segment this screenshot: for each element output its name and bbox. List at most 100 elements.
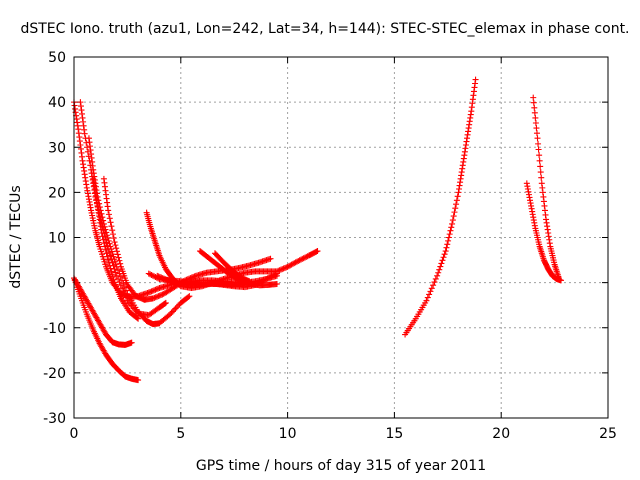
data-point — [152, 294, 159, 301]
data-point — [104, 253, 111, 260]
series-arc3 — [85, 135, 193, 328]
data-point — [120, 280, 127, 287]
data-point — [153, 286, 160, 293]
data-point — [168, 309, 175, 316]
data-point — [537, 163, 544, 170]
data-point — [147, 271, 154, 278]
data-point — [446, 231, 453, 238]
data-point — [105, 257, 112, 264]
data-point — [530, 94, 537, 101]
data-point — [151, 287, 158, 294]
data-point — [277, 266, 284, 273]
data-point — [108, 268, 115, 275]
data-point — [279, 266, 286, 273]
data-point — [98, 229, 105, 236]
data-point — [454, 193, 461, 200]
chart-title: dSTEC Iono. truth (azu1, Lon=242, Lat=34… — [20, 21, 629, 37]
data-point — [117, 282, 124, 289]
data-point — [145, 270, 152, 277]
x-tick-label: 25 — [599, 426, 617, 442]
data-point — [135, 315, 142, 322]
data-point — [162, 299, 169, 306]
data-point — [104, 232, 111, 239]
data-point — [426, 291, 433, 298]
data-point — [448, 224, 455, 231]
data-point — [105, 211, 112, 218]
data-point — [109, 231, 116, 238]
data-point — [449, 220, 456, 227]
data-point — [106, 262, 113, 269]
data-point — [162, 300, 169, 307]
data-point — [105, 237, 112, 244]
data-point — [275, 267, 282, 274]
series-arc10 — [154, 272, 253, 288]
series-arc14 — [523, 180, 565, 284]
x-tick-label: 15 — [385, 426, 403, 442]
data-point — [271, 271, 278, 278]
y-tick-label: -10 — [43, 321, 66, 337]
data-point — [154, 293, 161, 300]
data-point — [123, 294, 130, 301]
data-point — [110, 235, 117, 242]
data-point — [531, 104, 538, 111]
data-point — [81, 130, 88, 137]
data-point — [453, 201, 460, 208]
data-point — [191, 273, 198, 280]
data-point — [156, 273, 163, 280]
data-point — [169, 308, 176, 315]
data-point — [109, 273, 116, 280]
data-point — [100, 220, 107, 227]
data-point — [123, 287, 130, 294]
data-point — [120, 288, 127, 295]
data-point — [428, 285, 435, 292]
data-point — [160, 275, 167, 282]
data-point — [162, 276, 169, 283]
data-point — [261, 276, 268, 283]
data-point — [314, 248, 321, 255]
data-point — [445, 234, 452, 241]
data-point — [532, 119, 539, 126]
data-point — [84, 144, 91, 151]
axis-ticks: 0 5 10 15 20 25 -30 -20 -10 0 10 20 30 40 50 — [43, 50, 617, 442]
data-point — [295, 257, 302, 264]
data-point — [103, 250, 110, 257]
data-point — [283, 264, 290, 271]
data-point — [273, 280, 280, 287]
data-point — [113, 245, 120, 252]
data-point — [301, 254, 308, 261]
data-point — [297, 256, 304, 263]
data-point — [111, 239, 118, 246]
data-point — [534, 135, 541, 142]
series-arc12 — [211, 250, 253, 285]
data-point — [532, 114, 539, 121]
data-point — [108, 223, 115, 230]
x-tick-label: 5 — [176, 426, 185, 442]
data-point — [109, 271, 116, 278]
data-point — [172, 305, 179, 312]
y-tick-label: 50 — [48, 50, 66, 66]
data-point — [439, 257, 446, 264]
x-tick-label: 20 — [492, 426, 510, 442]
y-tick-label: 30 — [48, 140, 66, 156]
data-point — [173, 304, 180, 311]
data-point — [443, 244, 450, 251]
data-point — [427, 288, 434, 295]
data-point — [447, 227, 454, 234]
data-point — [537, 169, 544, 176]
data-point — [117, 273, 124, 280]
data-point — [300, 255, 307, 262]
data-point — [555, 275, 562, 282]
series-arc4 — [90, 175, 142, 322]
data-point — [121, 291, 128, 298]
data-point — [452, 205, 459, 212]
data-point — [171, 306, 178, 313]
y-tick-label: -20 — [43, 366, 66, 382]
data-point — [450, 213, 457, 220]
data-point — [175, 302, 182, 309]
data-point — [273, 270, 280, 277]
data-point — [110, 276, 117, 283]
grid-lines — [74, 57, 608, 418]
data-point — [104, 235, 111, 242]
data-point — [423, 297, 430, 304]
data-point — [101, 243, 108, 250]
